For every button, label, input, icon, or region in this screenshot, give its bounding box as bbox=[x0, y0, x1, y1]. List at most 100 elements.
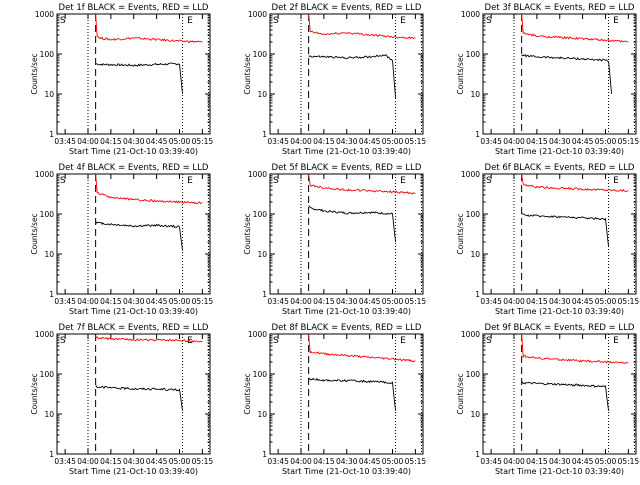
start-marker: S bbox=[60, 16, 66, 26]
y-tick-label: 100 bbox=[466, 50, 481, 59]
x-tick-label: 04:00 bbox=[77, 297, 99, 306]
y-tick-label: 10 bbox=[257, 90, 267, 99]
x-tick-label: 05:00 bbox=[595, 137, 617, 146]
x-axis-label: Start Time (21-Oct-10 03:39:40) bbox=[495, 467, 624, 476]
y-tick-label: 1000 bbox=[248, 170, 267, 179]
x-tick-label: 04:00 bbox=[290, 457, 312, 466]
plot-title: Det 4f BLACK = Events, RED = LLD bbox=[59, 163, 209, 173]
start-marker: S bbox=[273, 176, 279, 186]
x-tick-label: 04:30 bbox=[549, 297, 571, 306]
start-marker: S bbox=[486, 16, 492, 26]
x-tick-label: 04:45 bbox=[146, 457, 168, 466]
x-tick-label: 04:00 bbox=[503, 457, 525, 466]
y-tick-label: 100 bbox=[466, 370, 481, 379]
end-marker: E bbox=[187, 176, 193, 186]
y-tick-label: 1 bbox=[49, 130, 54, 139]
x-tick-label: 04:00 bbox=[503, 297, 525, 306]
y-tick-label: 1000 bbox=[248, 10, 267, 19]
end-marker: E bbox=[400, 16, 406, 26]
x-tick-label: 05:15 bbox=[618, 297, 640, 306]
events-series-line bbox=[95, 385, 184, 411]
lld-series-line bbox=[308, 173, 416, 195]
events-series-line bbox=[308, 205, 397, 243]
x-tick-label: 04:00 bbox=[290, 297, 312, 306]
y-tick-label: 1000 bbox=[461, 10, 480, 19]
plot-panel-3f: Det 3f BLACK = Events, RED = LLD 1 10 100 10… bbox=[456, 3, 639, 156]
plot-title: Det 3f BLACK = Events, RED = LLD bbox=[485, 3, 635, 13]
x-tick-label: 04:45 bbox=[572, 297, 594, 306]
y-tick-label: 10 bbox=[470, 250, 480, 259]
x-tick-label: 05:00 bbox=[382, 297, 404, 306]
y-tick-label: 100 bbox=[253, 370, 268, 379]
y-axis-label: Counts/sec bbox=[456, 53, 465, 94]
plot-frame bbox=[482, 13, 637, 135]
start-marker: S bbox=[60, 336, 66, 346]
x-tick-label: 04:15 bbox=[313, 137, 335, 146]
x-axis-label: Start Time (21-Oct-10 03:39:40) bbox=[69, 307, 198, 316]
lld-series-line bbox=[95, 13, 203, 44]
lld-series-line bbox=[308, 13, 416, 40]
x-tick-label: 05:15 bbox=[618, 457, 640, 466]
x-tick-label: 05:00 bbox=[169, 297, 191, 306]
x-axis-label: Start Time (21-Oct-10 03:39:40) bbox=[69, 147, 198, 156]
y-axis-label: Counts/sec bbox=[456, 373, 465, 414]
x-tick-label: 05:15 bbox=[192, 297, 214, 306]
x-tick-label: 03:45 bbox=[480, 137, 502, 146]
events-series-line bbox=[95, 221, 184, 251]
x-tick-label: 04:00 bbox=[503, 137, 525, 146]
x-tick-label: 05:00 bbox=[382, 137, 404, 146]
x-tick-label: 04:15 bbox=[526, 457, 548, 466]
y-tick-label: 1 bbox=[475, 450, 480, 459]
plot-title: Det 1f BLACK = Events, RED = LLD bbox=[59, 3, 209, 13]
y-tick-label: 100 bbox=[40, 370, 55, 379]
plot-panel-4f: Det 4f BLACK = Events, RED = LLD 1 10 100 10… bbox=[30, 163, 213, 316]
plot-panel-2f: Det 2f BLACK = Events, RED = LLD 1 10 100 10… bbox=[243, 3, 426, 156]
x-tick-label: 04:45 bbox=[359, 457, 381, 466]
x-tick-label: 04:30 bbox=[549, 137, 571, 146]
x-tick-label: 04:30 bbox=[336, 457, 358, 466]
plot-title: Det 7f BLACK = Events, RED = LLD bbox=[59, 323, 209, 333]
plot-frame bbox=[56, 13, 211, 135]
end-marker: E bbox=[400, 336, 406, 346]
plot-frame bbox=[269, 13, 424, 135]
x-tick-label: 04:00 bbox=[77, 457, 99, 466]
plot-title: Det 8f BLACK = Events, RED = LLD bbox=[272, 323, 422, 333]
x-tick-label: 05:00 bbox=[382, 457, 404, 466]
x-tick-label: 04:00 bbox=[77, 137, 99, 146]
x-tick-label: 04:45 bbox=[359, 137, 381, 146]
end-marker: E bbox=[613, 336, 619, 346]
x-axis-label: Start Time (21-Oct-10 03:39:40) bbox=[282, 307, 411, 316]
plot-title: Det 2f BLACK = Events, RED = LLD bbox=[272, 3, 422, 13]
x-tick-label: 04:15 bbox=[526, 297, 548, 306]
x-axis-label: Start Time (21-Oct-10 03:39:40) bbox=[69, 467, 198, 476]
x-tick-label: 03:45 bbox=[267, 457, 289, 466]
x-tick-label: 03:45 bbox=[267, 137, 289, 146]
lld-series-line bbox=[95, 173, 203, 205]
plot-title: Det 5f BLACK = Events, RED = LLD bbox=[272, 163, 422, 173]
x-tick-label: 05:00 bbox=[169, 137, 191, 146]
y-axis-label: Counts/sec bbox=[243, 213, 252, 254]
y-tick-label: 100 bbox=[40, 210, 55, 219]
start-marker: S bbox=[273, 336, 279, 346]
y-tick-label: 1 bbox=[475, 290, 480, 299]
plot-panel-9f: Det 9f BLACK = Events, RED = LLD 1 10 100 10… bbox=[456, 323, 639, 476]
plot-title: Det 9f BLACK = Events, RED = LLD bbox=[485, 323, 635, 333]
x-tick-label: 04:15 bbox=[100, 137, 122, 146]
y-tick-label: 10 bbox=[470, 90, 480, 99]
x-tick-label: 03:45 bbox=[54, 137, 76, 146]
end-marker: E bbox=[187, 16, 193, 26]
y-tick-label: 10 bbox=[470, 410, 480, 419]
y-tick-label: 10 bbox=[44, 410, 54, 419]
y-axis-label: Counts/sec bbox=[243, 53, 252, 94]
y-tick-label: 1000 bbox=[461, 330, 480, 339]
events-series-line bbox=[95, 62, 184, 95]
lld-series-line bbox=[95, 335, 203, 343]
x-tick-label: 04:30 bbox=[123, 457, 145, 466]
y-axis-label: Counts/sec bbox=[456, 213, 465, 254]
x-tick-label: 04:45 bbox=[572, 457, 594, 466]
events-series-line bbox=[521, 213, 610, 248]
x-tick-label: 03:45 bbox=[267, 297, 289, 306]
plot-panel-5f: Det 5f BLACK = Events, RED = LLD 1 10 100 10… bbox=[243, 163, 426, 316]
y-axis-label: Counts/sec bbox=[243, 373, 252, 414]
x-axis-label: Start Time (21-Oct-10 03:39:40) bbox=[495, 147, 624, 156]
